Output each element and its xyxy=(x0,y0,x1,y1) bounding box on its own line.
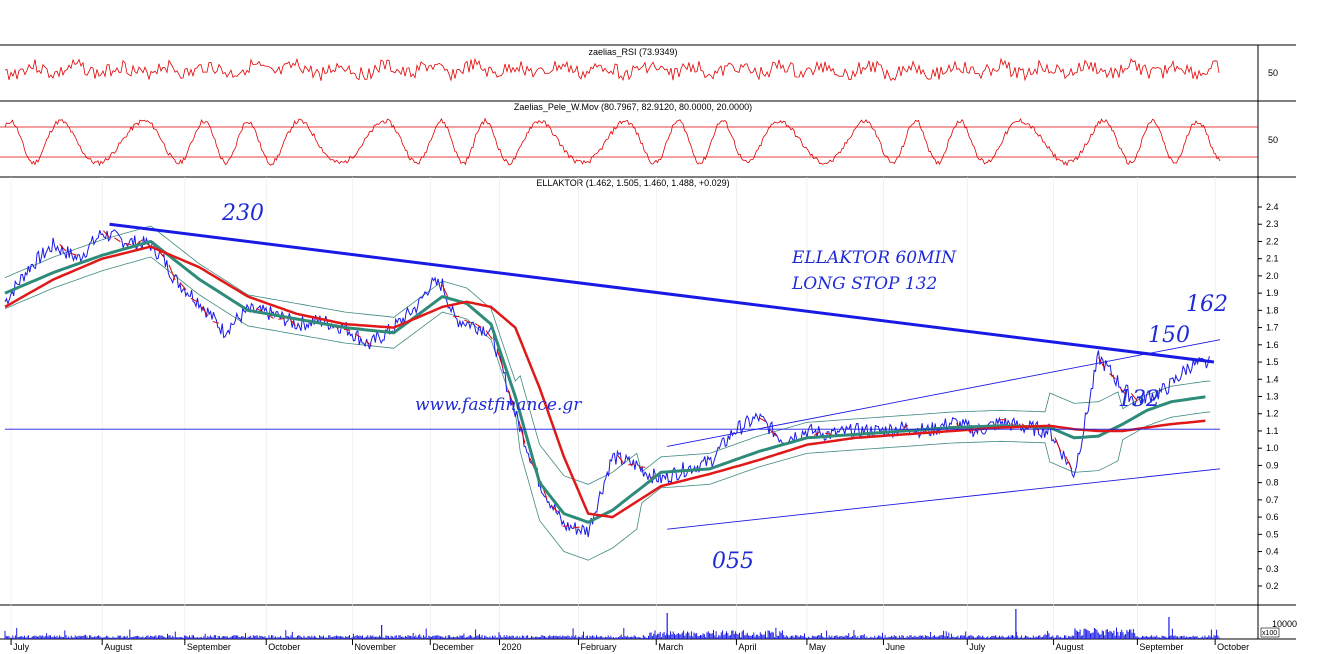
price-tick-label: 1.6 xyxy=(1266,340,1279,350)
month-label: September xyxy=(1139,642,1183,652)
oscillator-panel xyxy=(0,117,1258,167)
price-panel-title: ELLAKTOR (1.462, 1.505, 1.460, 1.488, +0… xyxy=(536,178,729,188)
price-tick-label: 0.5 xyxy=(1266,529,1279,539)
price-axis: 2.4 2.3 2.2 2.1 2.0 1.9 1.8 1.7 1.6 1.5 1.4 1.3 1.2 1… xyxy=(1258,202,1279,591)
price-tick-label: 1.3 xyxy=(1266,392,1279,402)
fast-moving-average-line xyxy=(4,240,1206,524)
bollinger-bands xyxy=(4,225,1211,561)
month-label: April xyxy=(738,642,756,652)
rsi-panel xyxy=(4,57,1220,82)
month-label: August xyxy=(1056,642,1085,652)
month-axis: July August September October November Decemb… xyxy=(10,177,1249,652)
month-label: May xyxy=(809,642,827,652)
trendlines xyxy=(5,222,1221,530)
annotation-150: 150 xyxy=(1148,323,1190,348)
price-tick-label: 1.2 xyxy=(1266,409,1279,419)
volume-panel xyxy=(4,609,1220,639)
price-tick-label: 2.0 xyxy=(1266,271,1279,281)
price-tick-label: 0.4 xyxy=(1266,547,1279,557)
price-tick-label: 2.1 xyxy=(1266,254,1279,264)
slow-moving-average-line xyxy=(4,245,1206,519)
price-tick-label: 2.4 xyxy=(1266,202,1279,212)
month-label: December xyxy=(432,642,474,652)
annotation-long-stop: LONG STOP 132 xyxy=(791,274,937,294)
price-tick-label: 1.7 xyxy=(1266,323,1279,333)
oscillator-line xyxy=(4,117,1221,167)
upper-band-line xyxy=(4,225,1211,485)
annotation-website: www.fastfinance.gr xyxy=(415,395,582,415)
month-label: August xyxy=(104,642,133,652)
annotation-055: 055 xyxy=(712,549,754,574)
volume-unit-box xyxy=(1260,627,1280,638)
month-label: June xyxy=(885,642,905,652)
month-label: October xyxy=(268,642,300,652)
month-label: February xyxy=(580,642,617,652)
main-resistance-trendline xyxy=(109,222,1215,364)
price-down-segments xyxy=(59,230,1138,529)
month-label: October xyxy=(1217,642,1249,652)
rsi-axis-tick: 50 xyxy=(1268,68,1278,78)
price-tick-label: 0.3 xyxy=(1266,564,1279,574)
annotation-162: 162 xyxy=(1186,292,1228,317)
price-tick-label: 2.3 xyxy=(1266,219,1279,229)
volume-axis-tick: 10000 xyxy=(1272,619,1297,629)
rsi-panel-title: zaelias_RSI (73.9349) xyxy=(588,47,677,57)
price-tick-label: 1.1 xyxy=(1266,426,1279,436)
month-label: 2020 xyxy=(502,642,522,652)
channel-trendline xyxy=(667,468,1221,530)
month-label: September xyxy=(187,642,231,652)
month-label: July xyxy=(969,642,986,652)
annotation-132: 132 xyxy=(1118,387,1160,412)
price-tick-label: 0.2 xyxy=(1266,581,1279,591)
price-tick-label: 0.7 xyxy=(1266,495,1279,505)
annotation-60min: ELLAKTOR 60MIN xyxy=(791,248,957,268)
volume-unit-label: x100 xyxy=(1262,630,1277,637)
volume-bars xyxy=(4,627,1220,639)
month-label: July xyxy=(13,642,30,652)
panel-frames xyxy=(0,44,1296,640)
price-tick-label: 1.0 xyxy=(1266,443,1279,453)
price-tick-label: 2.2 xyxy=(1266,236,1279,246)
month-label: March xyxy=(658,642,683,652)
price-tick-label: 0.9 xyxy=(1266,460,1279,470)
price-series xyxy=(4,229,1210,538)
month-label: November xyxy=(354,642,396,652)
price-tick-label: 1.4 xyxy=(1266,374,1279,384)
channel-trendline xyxy=(667,339,1221,447)
rsi-line xyxy=(4,57,1220,82)
price-tick-label: 1.5 xyxy=(1266,357,1279,367)
price-line xyxy=(4,229,1210,538)
annotation-230: 230 xyxy=(221,201,264,226)
price-tick-label: 0.8 xyxy=(1266,478,1279,488)
price-tick-label: 1.9 xyxy=(1266,288,1279,298)
price-tick-label: 0.6 xyxy=(1266,512,1279,522)
oscillator-axis-tick: 50 xyxy=(1268,135,1278,145)
lower-band-line xyxy=(4,256,1211,561)
price-tick-label: 1.8 xyxy=(1266,305,1279,315)
oscillator-panel-title: Zaelias_Pele_W.Mov (80.7967, 82.9120, 80… xyxy=(514,102,752,112)
